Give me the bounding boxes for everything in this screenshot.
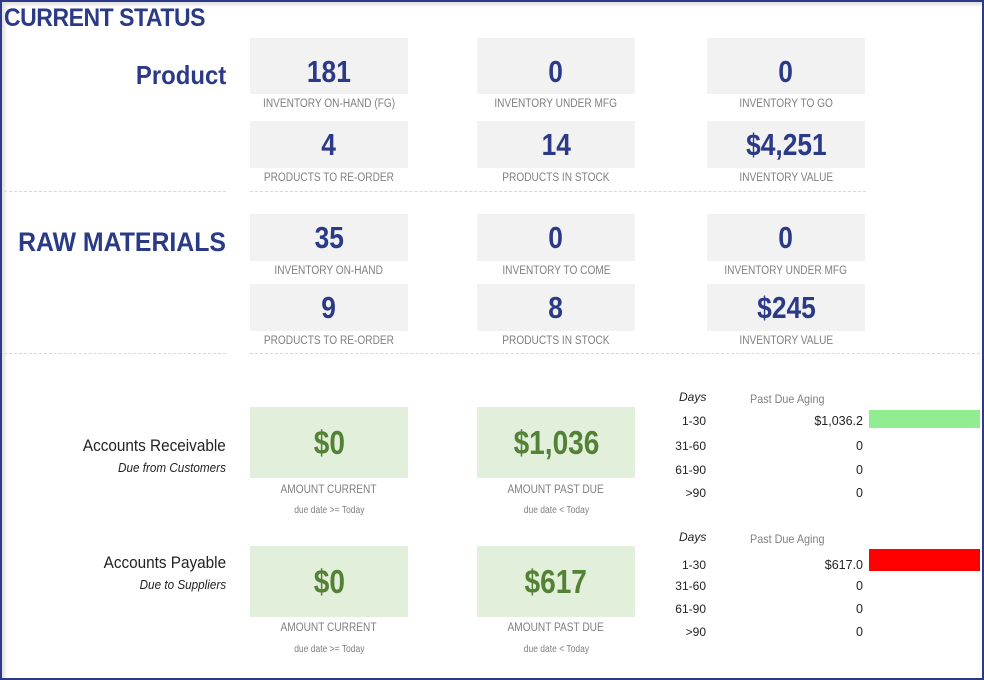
payable-aging-range: 31-60 <box>675 579 706 593</box>
receivable-past-due-note: due date < Today <box>523 505 589 516</box>
receivable-title: Accounts Receivable <box>83 436 226 455</box>
payable-aging-bar <box>869 549 980 571</box>
product-in-stock-caption: PRODUCTS IN STOCK <box>502 172 610 184</box>
raw-inventory-value-caption: INVENTORY VALUE <box>739 335 833 347</box>
raw-inventory-under-mfg-caption: INVENTORY UNDER MFG <box>724 265 848 277</box>
payable-aging-header: Past Due Aging <box>750 532 825 546</box>
receivable-aging-value: 0 <box>856 463 863 477</box>
receivable-aging-header: Past Due Aging <box>750 392 825 406</box>
product-inventory-under-mfg-tile: 0 <box>477 38 635 94</box>
payable-aging-days-label: Days <box>679 530 707 544</box>
receivable-aging-value: 0 <box>856 486 863 500</box>
receivable-aging-range: >90 <box>685 486 706 500</box>
raw-materials-section-label: RAW MATERIALS <box>18 227 226 257</box>
product-inventory-value-caption: INVENTORY VALUE <box>739 172 833 184</box>
product-inventory-value-tile: $4,251 <box>707 121 865 168</box>
divider <box>250 353 980 354</box>
payable-past-due-caption: AMOUNT PAST DUE <box>507 622 605 634</box>
raw-in-stock-tile: 8 <box>477 284 635 331</box>
receivable-past-due-tile: $1,036 <box>477 407 635 478</box>
receivable-subtitle: Due from Customers <box>118 460 226 475</box>
divider <box>250 191 866 192</box>
receivable-aging-days-label: Days <box>679 390 707 404</box>
payable-past-due-tile: $617 <box>477 546 635 617</box>
receivable-aging-bar <box>869 410 980 428</box>
payable-aging-value: 0 <box>856 579 863 593</box>
raw-in-stock-caption: PRODUCTS IN STOCK <box>502 335 610 347</box>
divider <box>4 353 226 354</box>
payable-aging-range: 1-30 <box>681 558 706 572</box>
product-reorder-caption: PRODUCTS TO RE-ORDER <box>263 172 395 184</box>
product-inventory-to-go-caption: INVENTORY TO GO <box>739 98 833 110</box>
receivable-aging-range: 1-30 <box>681 414 706 428</box>
payable-current-tile: $0 <box>250 546 408 617</box>
payable-aging-range: 61-90 <box>675 602 706 616</box>
payable-aging-value: $617.0 <box>824 558 863 572</box>
product-inventory-onhand-tile: 181 <box>250 38 408 94</box>
raw-inventory-onhand-tile: 35 <box>250 214 408 261</box>
raw-reorder-tile: 9 <box>250 284 408 331</box>
product-inventory-onhand-caption: INVENTORY ON-HAND (FG) <box>262 98 396 110</box>
product-section-label: Product <box>135 60 226 90</box>
receivable-current-caption: AMOUNT CURRENT <box>281 484 377 496</box>
payable-aging-value: 0 <box>856 602 863 616</box>
product-inventory-under-mfg-caption: INVENTORY UNDER MFG <box>494 98 618 110</box>
product-in-stock-tile: 14 <box>477 121 635 168</box>
receivable-current-note: due date >= Today <box>293 505 365 516</box>
payable-past-due-note: due date < Today <box>523 644 589 655</box>
receivable-current-tile: $0 <box>250 407 408 478</box>
raw-inventory-under-mfg-tile: 0 <box>707 214 865 261</box>
payable-subtitle: Due to Suppliers <box>139 577 226 592</box>
receivable-aging-value: 0 <box>856 439 863 453</box>
raw-inventory-to-come-tile: 0 <box>477 214 635 261</box>
raw-inventory-onhand-caption: INVENTORY ON-HAND <box>274 265 384 277</box>
product-inventory-to-go-tile: 0 <box>707 38 865 94</box>
receivable-aging-value: $1,036.2 <box>814 414 863 428</box>
payable-aging-value: 0 <box>856 625 863 639</box>
receivable-past-due-caption: AMOUNT PAST DUE <box>507 484 605 496</box>
receivable-aging-range: 61-90 <box>675 463 706 477</box>
payable-current-note: due date >= Today <box>293 644 365 655</box>
payable-title: Accounts Payable <box>103 553 226 572</box>
payable-aging-range: >90 <box>685 625 706 639</box>
raw-reorder-caption: PRODUCTS TO RE-ORDER <box>263 335 395 347</box>
product-reorder-tile: 4 <box>250 121 408 168</box>
raw-inventory-to-come-caption: INVENTORY TO COME <box>501 265 611 277</box>
divider <box>4 191 226 192</box>
raw-inventory-value-tile: $245 <box>707 284 865 331</box>
page-title: CURRENT STATUS <box>4 4 205 32</box>
payable-current-caption: AMOUNT CURRENT <box>281 622 377 634</box>
receivable-aging-range: 31-60 <box>675 439 706 453</box>
